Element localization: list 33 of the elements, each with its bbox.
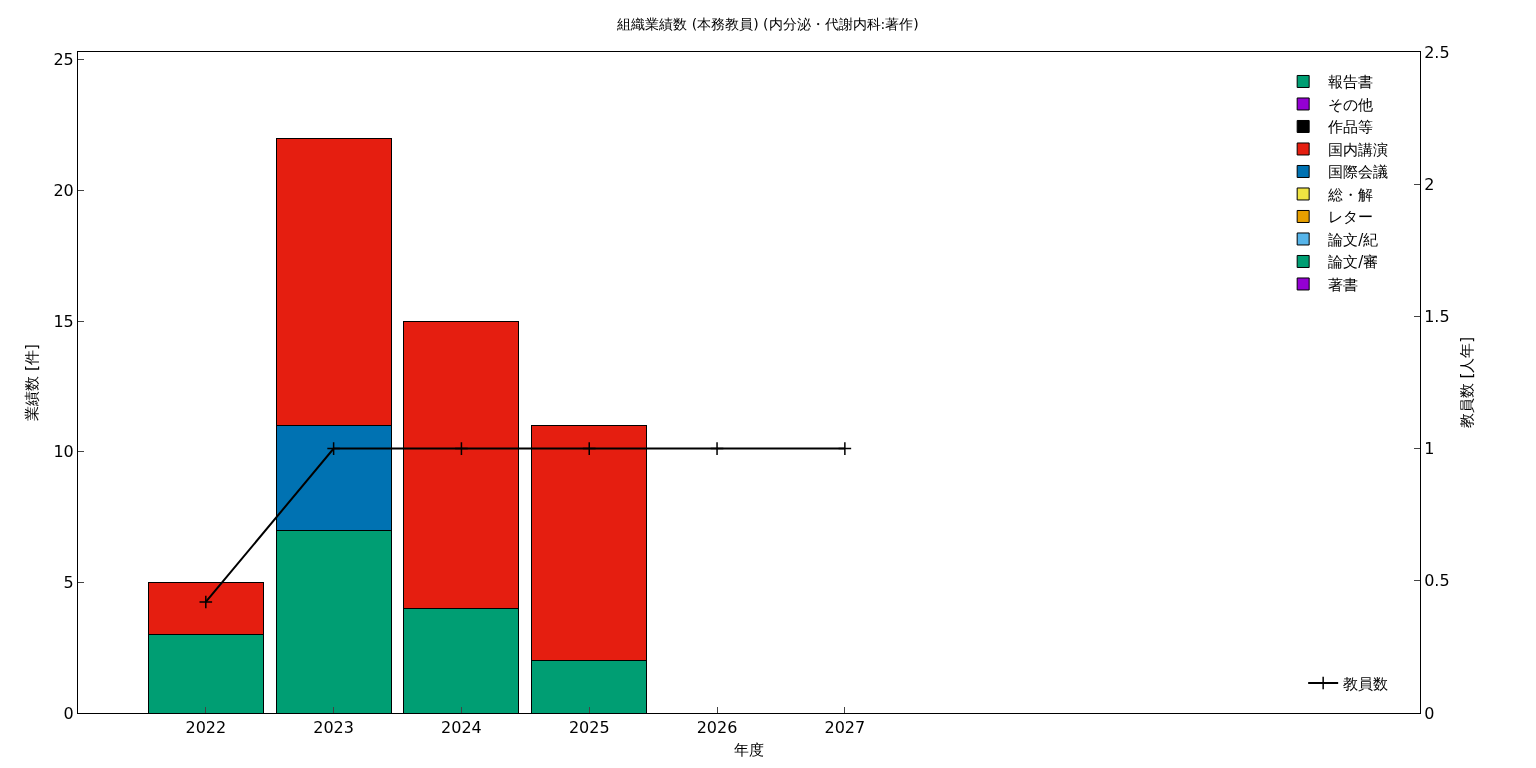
x-tick-label: 2024 bbox=[441, 718, 482, 738]
y2-tick-label: 2.5 bbox=[1424, 42, 1450, 62]
legend-label: 論文/紀 bbox=[1328, 230, 1379, 249]
x-tick-label: 2025 bbox=[568, 718, 610, 738]
x-axis-title: 年度 bbox=[734, 741, 764, 760]
x-tick-label: 2027 bbox=[824, 718, 866, 738]
y-tick-label: 25 bbox=[53, 50, 74, 70]
y2-tick-label: 1.5 bbox=[1424, 307, 1450, 326]
x-tick-label: 2022 bbox=[185, 718, 227, 738]
y2-tick-label: 1 bbox=[1424, 439, 1435, 459]
chart-title: 組織業績数 (本務教員) (内分泌・代謝内科:著作) bbox=[616, 16, 919, 32]
legend-label: 著書 bbox=[1328, 275, 1359, 294]
legend-label: 教員数 bbox=[1343, 674, 1389, 693]
y2-tick-label: 0.5 bbox=[1424, 571, 1450, 591]
legend-label: 報告書 bbox=[1328, 73, 1374, 92]
y-tick-label: 5 bbox=[63, 572, 74, 592]
y2-tick-label: 2 bbox=[1424, 174, 1435, 194]
legend-label: 作品等 bbox=[1327, 118, 1374, 137]
x-tick-label: 2026 bbox=[696, 718, 738, 738]
y-tick-label: 0 bbox=[63, 703, 74, 723]
legend-label: 総・解 bbox=[1327, 185, 1374, 204]
y2-axis-title: 教員数 [人年] bbox=[1457, 336, 1476, 429]
legend-label: その他 bbox=[1328, 95, 1374, 114]
y-axis-title: 業績数 [件] bbox=[22, 344, 41, 421]
y-tick-label: 10 bbox=[53, 442, 74, 462]
x-tick-label: 2023 bbox=[313, 718, 354, 738]
y2-tick-label: 0 bbox=[1424, 703, 1435, 723]
y-tick-label: 15 bbox=[53, 311, 74, 331]
legend-label: 国際会議 bbox=[1328, 163, 1389, 182]
legend-label: 論文/審 bbox=[1328, 253, 1379, 272]
y-tick-label: 20 bbox=[53, 181, 74, 201]
legend-label: 国内講演 bbox=[1328, 140, 1389, 159]
legend-label: レター bbox=[1328, 208, 1374, 227]
